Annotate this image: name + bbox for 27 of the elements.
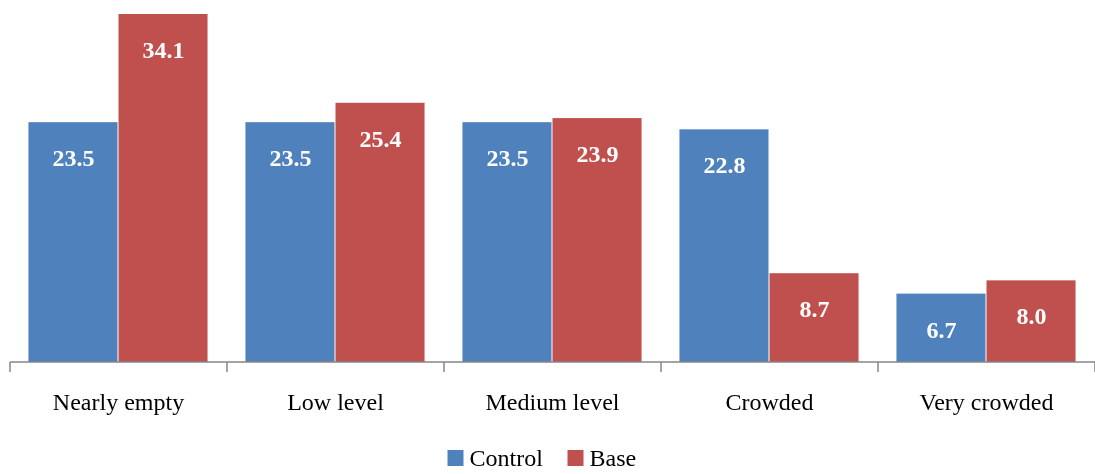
data-label: 25.4	[359, 125, 402, 152]
bar	[679, 129, 769, 362]
bar	[462, 122, 552, 362]
bar	[118, 14, 208, 362]
data-label: 8.0	[1016, 303, 1047, 330]
x-tick-label: Crowded	[725, 389, 814, 415]
bar	[896, 293, 986, 362]
bar	[335, 102, 425, 362]
x-tick-label: Nearly empty	[52, 389, 185, 415]
bar	[769, 273, 859, 362]
bar	[28, 122, 118, 362]
data-label: 34.1	[142, 37, 185, 63]
data-label: 23.5	[269, 145, 312, 172]
bar	[552, 118, 642, 362]
x-tick-label: Very crowded	[919, 389, 1054, 415]
x-tick-label: Medium level	[485, 389, 620, 415]
data-label: 23.9	[576, 141, 619, 168]
x-tick-label: Low level	[287, 389, 385, 415]
data-label: 22.8	[703, 152, 746, 179]
data-label: 23.5	[486, 145, 529, 172]
data-label: 8.7	[799, 296, 830, 323]
legend-label: Control	[469, 445, 544, 471]
bar	[245, 122, 335, 362]
data-label: 6.7	[926, 316, 957, 343]
bar	[986, 280, 1076, 362]
legend-label: Base	[589, 445, 637, 471]
data-label: 23.5	[52, 145, 95, 172]
